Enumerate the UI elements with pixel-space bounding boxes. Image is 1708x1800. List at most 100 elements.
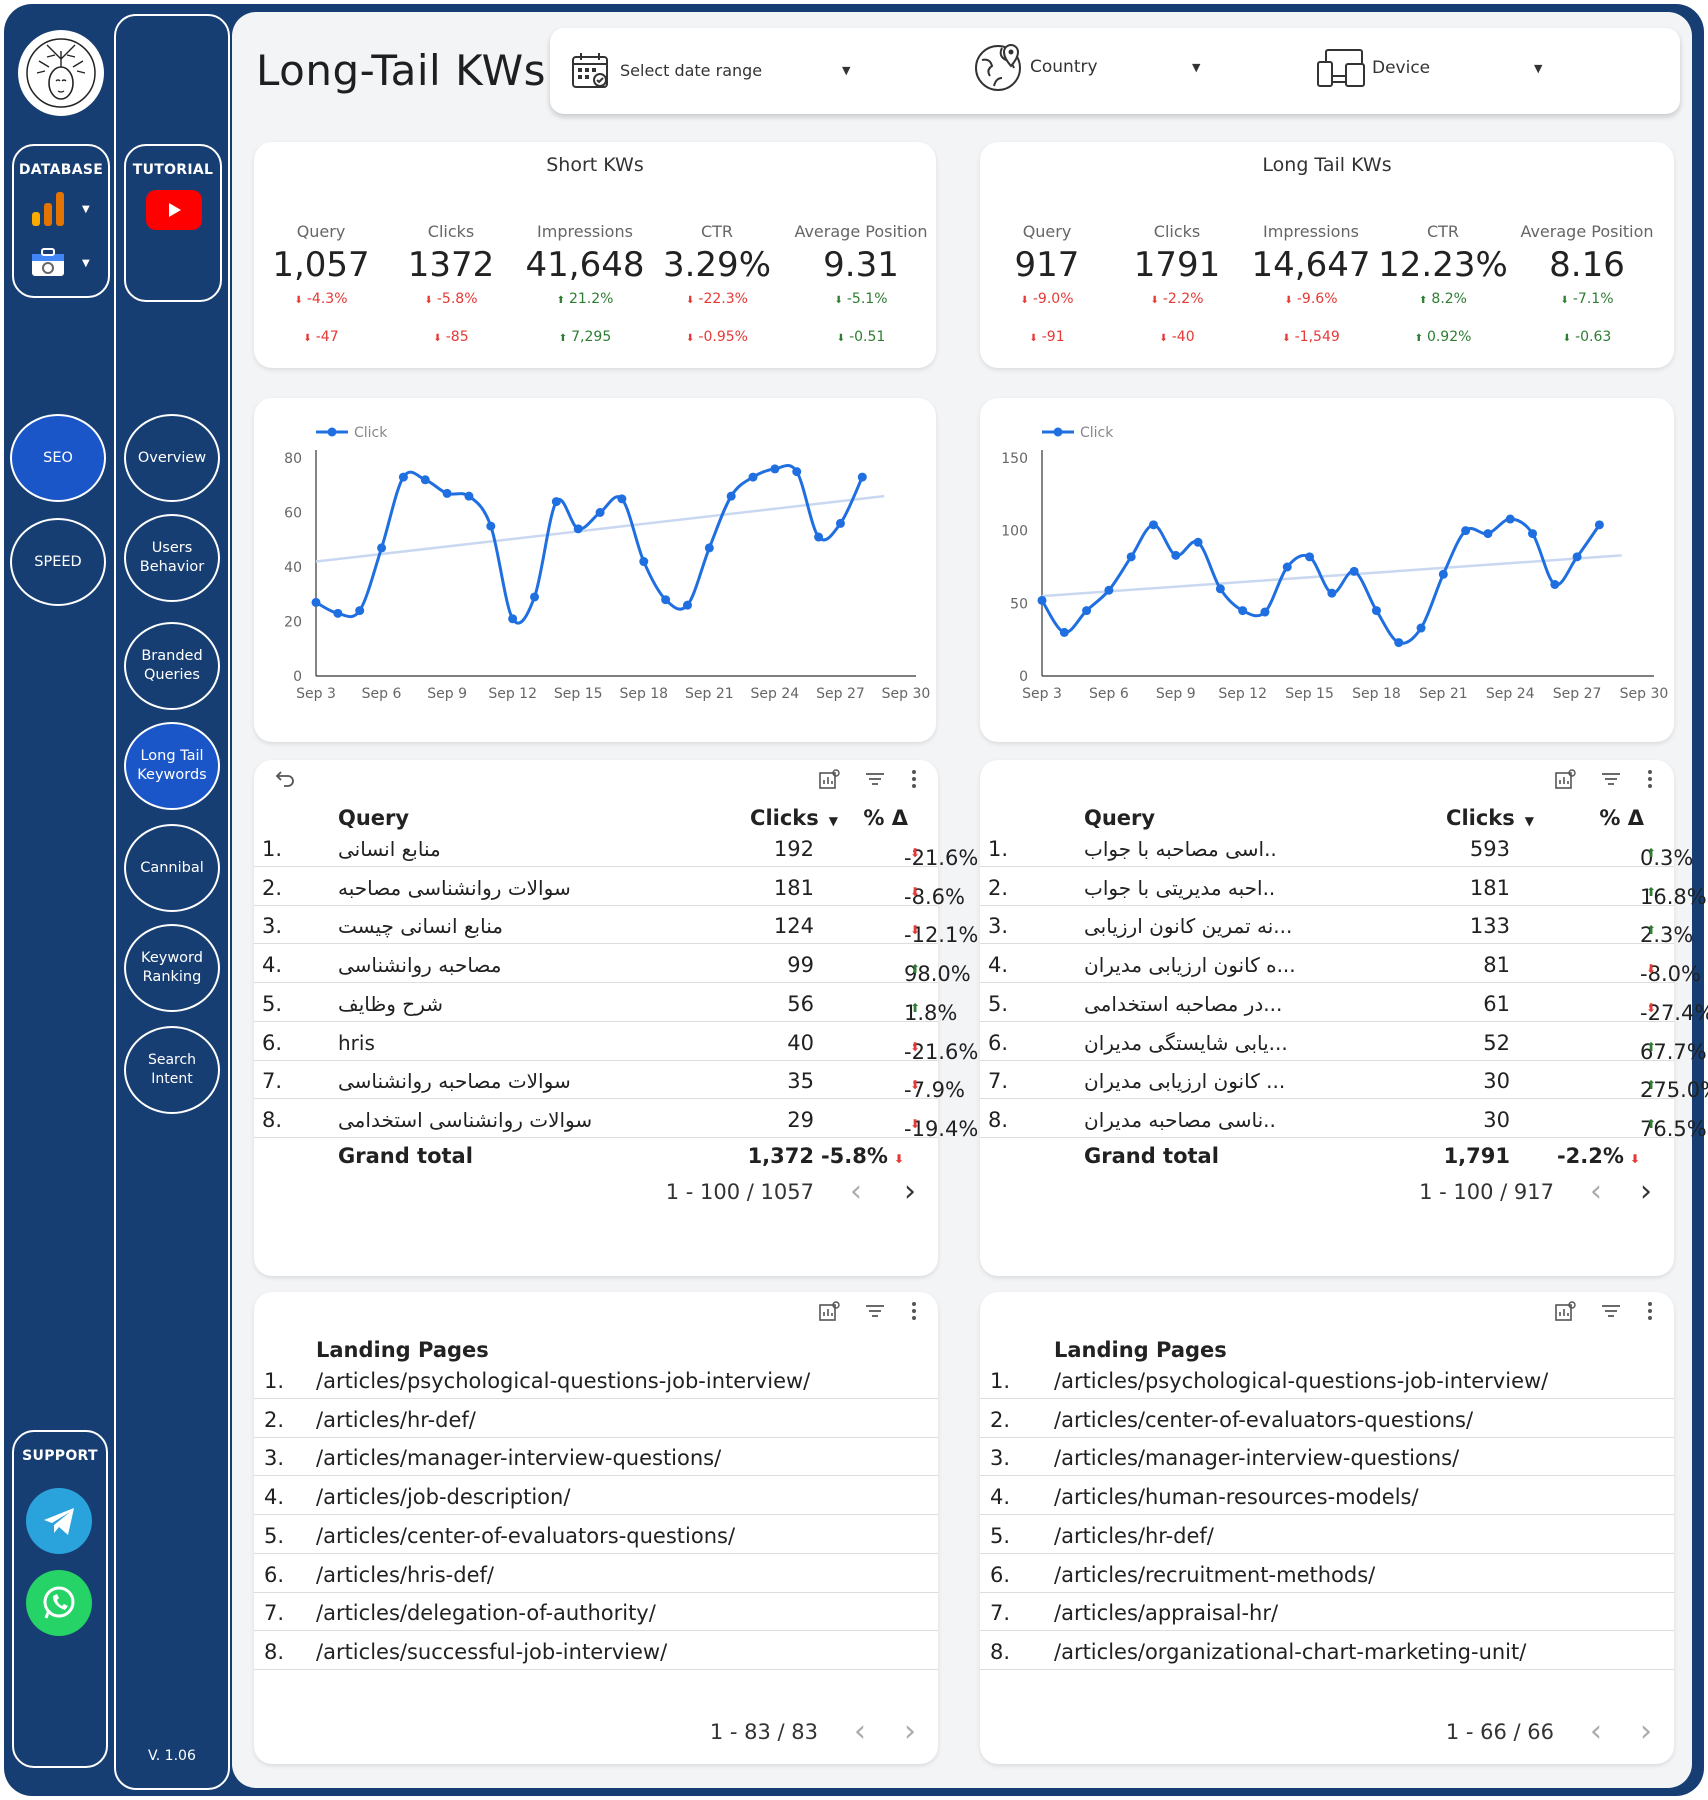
data-point[interactable] xyxy=(355,606,365,616)
nav-long-tail-keywords[interactable]: Long Tail Keywords xyxy=(124,722,220,810)
data-point[interactable] xyxy=(530,592,540,602)
data-point[interactable] xyxy=(1059,627,1069,637)
data-point[interactable] xyxy=(857,472,867,482)
table-row[interactable]: 5. /articles/hr-def/ xyxy=(980,1515,1674,1554)
data-point[interactable] xyxy=(333,608,343,618)
long-tail-click-chart[interactable]: 0 50 100 150 Sep 3 Sep 6 Sep 9 Sep 12 Sep 15 Sep … xyxy=(980,398,1674,742)
table-row[interactable]: 8. /articles/organizational-chart-marketi… xyxy=(980,1631,1674,1670)
whatsapp-icon[interactable] xyxy=(26,1570,92,1636)
clicks-column-header[interactable]: Clicks ▼ xyxy=(750,806,838,830)
data-point[interactable] xyxy=(573,524,583,534)
more-vert-icon[interactable] xyxy=(910,1300,918,1327)
table-row[interactable]: 3. منابع انسانی چیست 124 -12.1% ⬇ xyxy=(254,905,978,947)
table-row[interactable]: 2. ..احبه مدیریتی با جواب 181 16.8% ⬆ xyxy=(980,867,1707,909)
table-row[interactable]: 8. /articles/successful-job-interview/ xyxy=(254,1631,938,1670)
table-row[interactable]: 7. /articles/delegation-of-authority/ xyxy=(254,1592,938,1632)
table-row[interactable]: 6. /articles/recruitment-methods/ xyxy=(980,1554,1674,1593)
data-point[interactable] xyxy=(1416,623,1426,633)
landing-pages-header[interactable]: Landing Pages xyxy=(1054,1338,1227,1362)
table-row[interactable]: 3. ...نه تمرین کانون ارزیابی 133 2.3% ⬆ xyxy=(980,905,1693,947)
landing-page-cell[interactable]: /articles/appraisal-hr/ xyxy=(1054,1601,1279,1626)
nav-seo[interactable]: SEO xyxy=(10,414,106,502)
filter-icon[interactable] xyxy=(864,768,886,795)
landing-page-cell[interactable]: /articles/delegation-of-authority/ xyxy=(316,1601,656,1626)
prev-page-icon[interactable]: ‹ xyxy=(1590,1174,1602,1209)
table-row[interactable]: 8. ..ناسی مصاحبه مدیران 30 76.5% ⬆ xyxy=(980,1099,1707,1141)
data-point[interactable] xyxy=(420,475,430,485)
data-point[interactable] xyxy=(1282,562,1292,572)
table-row[interactable]: 1. /articles/psychological-questions-job-… xyxy=(980,1360,1674,1399)
landing-page-cell[interactable]: /articles/organizational-chart-marketing… xyxy=(1054,1639,1527,1664)
data-point[interactable] xyxy=(1305,552,1315,562)
table-row[interactable]: 1. منابع انسانی 192 -21.6% ⬇ xyxy=(254,828,978,870)
prev-page-icon[interactable]: ‹ xyxy=(850,1174,862,1209)
landing-page-cell[interactable]: /articles/manager-interview-questions/ xyxy=(316,1446,722,1471)
table-row[interactable]: 1. ..اسی مصاحبه با جواب 593 0.3% ⬆ xyxy=(980,828,1693,870)
nav-users-behavior[interactable]: Users Behavior xyxy=(124,514,220,602)
data-point[interactable] xyxy=(508,614,518,624)
landing-page-cell[interactable]: /articles/psychological-questions-job-in… xyxy=(316,1369,811,1393)
date-range-filter[interactable]: Select date range ▼ xyxy=(570,50,850,90)
delta-column-header[interactable]: % Δ xyxy=(863,806,908,830)
search-console-dropdown[interactable]: ▼ xyxy=(28,246,90,280)
table-row[interactable]: 8. سوالات روانشناسی استخدامی 29 -19.4% ⬇ xyxy=(254,1099,978,1141)
chart-options-icon[interactable] xyxy=(818,1300,840,1327)
data-point[interactable] xyxy=(814,532,824,542)
filter-icon[interactable] xyxy=(1600,768,1622,795)
table-row[interactable]: 6. hris 40 -21.6% ⬇ xyxy=(254,1022,978,1064)
data-point[interactable] xyxy=(748,472,758,482)
table-row[interactable]: 4. /articles/human-resources-models/ xyxy=(980,1476,1674,1516)
landing-page-cell[interactable]: /articles/hr-def/ xyxy=(316,1407,476,1432)
data-point[interactable] xyxy=(1550,579,1560,589)
chart-options-icon[interactable] xyxy=(818,768,840,795)
table-row[interactable]: 3. /articles/manager-interview-questions/ xyxy=(254,1437,938,1477)
table-row[interactable]: 6. /articles/hris-def/ xyxy=(254,1554,938,1593)
next-page-icon[interactable]: › xyxy=(1640,1174,1652,1209)
table-row[interactable]: 2. /articles/center-of-evaluators-questio… xyxy=(980,1399,1674,1438)
landing-pages-header[interactable]: Landing Pages xyxy=(316,1338,489,1362)
data-point[interactable] xyxy=(1260,607,1270,617)
data-point[interactable] xyxy=(1394,638,1404,648)
data-point[interactable] xyxy=(639,557,649,567)
undo-icon[interactable] xyxy=(272,768,296,794)
data-point[interactable] xyxy=(1327,588,1337,598)
landing-page-cell[interactable]: /articles/manager-interview-questions/ xyxy=(1054,1446,1460,1471)
data-point[interactable] xyxy=(551,497,561,507)
next-page-icon[interactable]: › xyxy=(1640,1714,1652,1749)
data-point[interactable] xyxy=(682,600,692,610)
nav-cannibal[interactable]: Cannibal xyxy=(124,824,220,912)
landing-page-cell[interactable]: /articles/psychological-questions-job-in… xyxy=(1054,1369,1549,1393)
prev-page-icon[interactable]: ‹ xyxy=(854,1714,866,1749)
data-point[interactable] xyxy=(398,472,408,482)
telegram-icon[interactable] xyxy=(26,1488,92,1554)
data-point[interactable] xyxy=(1505,514,1515,524)
short-kws-click-chart[interactable]: 0 20 40 60 80 Sep 3 Sep 6 Sep 9 Sep 12 Sep 15 Sep … xyxy=(254,398,936,742)
query-column-header[interactable]: Query xyxy=(338,806,410,830)
nav-keyword-ranking[interactable]: Keyword Ranking xyxy=(124,924,220,1012)
country-filter[interactable]: Country ▼ xyxy=(974,40,1200,94)
next-page-icon[interactable]: › xyxy=(904,1174,916,1209)
landing-page-cell[interactable]: /articles/center-of-evaluators-questions… xyxy=(1054,1407,1474,1432)
data-point[interactable] xyxy=(704,543,714,553)
more-vert-icon[interactable] xyxy=(1646,1300,1654,1327)
data-point[interactable] xyxy=(1528,529,1538,539)
data-point[interactable] xyxy=(617,494,627,504)
query-column-header[interactable]: Query xyxy=(1084,806,1156,830)
analytics-dropdown[interactable]: ▼ xyxy=(28,190,90,228)
table-row[interactable]: 7. ... کانون ارزیابی مدیران 30 275.0%⬆ xyxy=(980,1060,1708,1102)
delta-column-header[interactable]: % Δ xyxy=(1599,806,1644,830)
data-point[interactable] xyxy=(1082,606,1092,616)
table-row[interactable]: 2. سوالات روانشناسی مصاحبه 181 -8.6% ⬇ xyxy=(254,867,965,909)
data-point[interactable] xyxy=(835,518,845,528)
table-row[interactable]: 1. /articles/psychological-questions-job-… xyxy=(254,1360,938,1399)
more-vert-icon[interactable] xyxy=(910,768,918,795)
data-point[interactable] xyxy=(661,595,671,605)
data-point[interactable] xyxy=(726,491,736,501)
data-point[interactable] xyxy=(1572,552,1582,562)
landing-page-cell[interactable]: /articles/recruitment-methods/ xyxy=(1054,1562,1376,1587)
table-row[interactable]: 4. مصاحبه روانشناسی 99 98.0% ⬆ xyxy=(254,944,971,986)
data-point[interactable] xyxy=(377,543,387,553)
nav-speed[interactable]: SPEED xyxy=(10,518,106,606)
table-row[interactable]: 5. شرح وظایف 56 1.8% ⬆ xyxy=(254,983,957,1025)
next-page-icon[interactable]: › xyxy=(904,1714,916,1749)
